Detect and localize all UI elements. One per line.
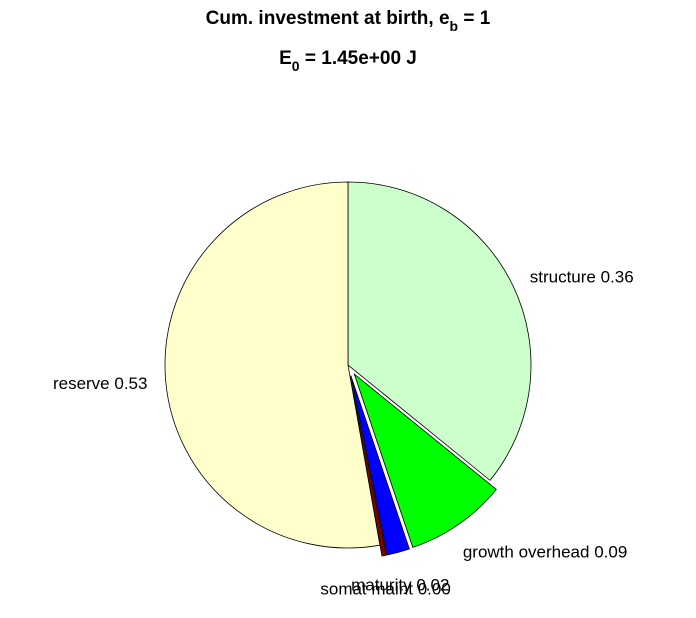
slice-label: growth overhead 0.09 [463, 543, 627, 562]
chart-subtitle: E0 = 1.45e+00 J [279, 48, 417, 74]
subtitle-rest: = 1.45e+00 J [300, 48, 417, 69]
pie-slice [349, 375, 387, 557]
slice-value: 0.36 [601, 268, 634, 287]
slice-name: reserve [53, 375, 110, 394]
slice-name: somat maint [320, 580, 413, 599]
pie-slice [353, 372, 497, 548]
slice-name: maturity [351, 576, 412, 595]
slice-label: maturity 0.02 [351, 576, 449, 595]
chart-title: Cum. investment at birth, eb = 1 [206, 8, 491, 34]
slice-name: growth overhead [463, 543, 590, 562]
slice-name: structure [530, 268, 596, 287]
slice-value: 0.02 [416, 576, 449, 595]
slice-value: 0.09 [594, 543, 627, 562]
slice-value: 0.53 [114, 375, 147, 394]
slice-value: 0.00 [418, 580, 451, 599]
pie-slice [350, 375, 410, 556]
subtitle-sub: 0 [292, 58, 300, 74]
slice-label: reserve 0.53 [53, 375, 148, 394]
pie-slice [347, 181, 532, 481]
slice-label: structure 0.36 [530, 268, 634, 287]
title-main: Cum. investment at birth, e [206, 8, 450, 29]
pie-slice [164, 181, 381, 549]
subtitle-main: E [279, 48, 292, 69]
title-sub: b [450, 18, 459, 34]
title-rest: = 1 [458, 8, 491, 29]
slice-label: somat maint 0.00 [320, 580, 450, 599]
